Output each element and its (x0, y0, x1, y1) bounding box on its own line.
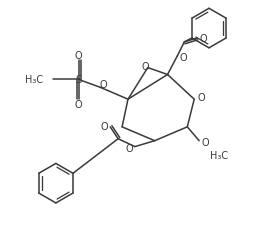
Text: O: O (180, 52, 187, 62)
Text: O: O (75, 100, 82, 110)
Text: O: O (125, 143, 133, 153)
Text: O: O (99, 80, 107, 90)
Text: H₃C: H₃C (210, 150, 228, 160)
Text: O: O (197, 93, 205, 103)
Text: O: O (100, 121, 108, 131)
Text: O: O (75, 51, 82, 61)
Text: O: O (142, 61, 150, 71)
Text: S: S (75, 75, 82, 85)
Text: O: O (199, 34, 207, 44)
Text: O: O (201, 137, 209, 147)
Text: H₃C: H₃C (25, 75, 43, 85)
